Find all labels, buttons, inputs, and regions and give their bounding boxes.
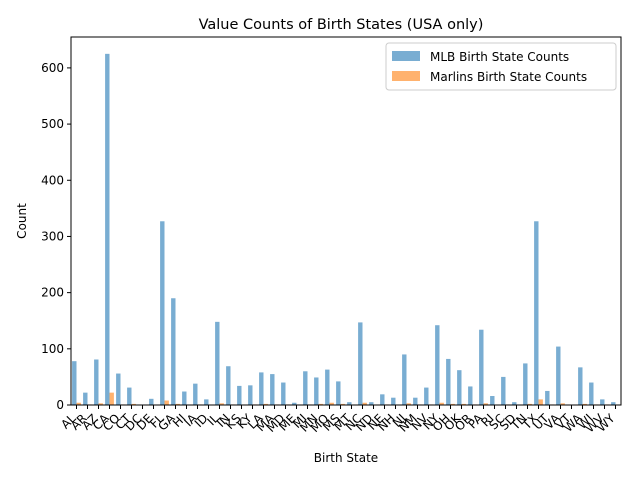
y-tick-label: 600 (41, 61, 64, 75)
bar-mlb-wv (600, 399, 605, 405)
bar-marlins-ny (439, 402, 444, 405)
bar-mlb-ca (105, 53, 110, 405)
x-axis: ALARAZCACOCTDCDEFLGAHIIAIDILINKSKYLAMAMD… (58, 405, 618, 435)
legend-label-marlins: Marlins Birth State Counts (430, 70, 587, 84)
bar-marlins-tx (538, 399, 543, 405)
legend-box (385, 42, 617, 91)
bar-mlb-id (204, 399, 209, 405)
bar-marlins-al (76, 402, 81, 405)
bar-marlins-tn (527, 403, 532, 405)
bar-mlb-ms (336, 381, 341, 405)
bar-mlb-oh (446, 358, 451, 405)
bar-marlins-la (263, 403, 268, 405)
bar-mlb-il (215, 321, 220, 405)
bar-mlb-va (556, 346, 561, 405)
bar-mlb-wa (578, 367, 583, 405)
bar-mlb-ar (83, 392, 88, 405)
bar-marlins-nj (406, 403, 411, 405)
bar-marlins-oh (450, 403, 455, 405)
bar-mlb-mo (325, 369, 330, 405)
legend-swatch-marlins (392, 71, 420, 81)
bar-mlb-nc (358, 322, 363, 405)
bar-marlins-va (560, 403, 565, 405)
y-axis: 0 100 200 300 400 500 600 (41, 61, 71, 412)
bar-mlb-ri (490, 396, 495, 405)
bar-mlb-ky (248, 385, 253, 405)
bar-marlins-ct (131, 403, 136, 405)
bar-mlb-ia (193, 383, 198, 405)
bar-mlb-sd (512, 402, 517, 405)
y-tick-label: 100 (41, 342, 64, 356)
bar-mlb-ok (457, 370, 462, 405)
x-axis-label: Birth State (314, 451, 378, 465)
bar-mlb-tx (534, 221, 539, 405)
bar-mlb-mn (314, 377, 319, 405)
bar-marlins-il (219, 403, 224, 405)
bar-mlb-nm (413, 397, 418, 405)
bar-marlins-nc (362, 402, 367, 405)
bar-mlb-tn (523, 363, 528, 405)
bar-mlb-fl (160, 221, 165, 405)
bar-mlb-la (259, 372, 264, 405)
bar-marlins-ca (109, 392, 114, 405)
bars-layer (72, 53, 616, 405)
bar-mlb-ne (380, 394, 385, 405)
bar-mlb-ct (127, 387, 132, 405)
bar-mlb-ga (171, 298, 176, 405)
bar-mlb-az (94, 359, 99, 405)
bar-mlb-hi (182, 391, 187, 405)
bar-marlins-fl (164, 400, 169, 405)
bar-mlb-or (468, 386, 473, 405)
y-tick-label: 300 (41, 229, 64, 243)
bar-mlb-mi (303, 371, 308, 405)
bar-mlb-ks (237, 385, 242, 405)
bar-mlb-co (116, 373, 121, 405)
bar-mlb-nv (424, 387, 429, 405)
bar-marlins-wa (582, 403, 587, 405)
chart-title: Value Counts of Birth States (USA only) (199, 17, 484, 33)
legend-label-mlb: MLB Birth State Counts (430, 50, 569, 64)
legend: MLB Birth State Counts Marlins Birth Stat… (385, 42, 617, 91)
bar-mlb-ma (270, 374, 275, 405)
legend-swatch-mlb (392, 51, 420, 61)
bar-mlb-in (226, 366, 231, 405)
bar-marlins-ga (175, 403, 180, 405)
bar-mlb-nh (391, 397, 396, 405)
y-axis-label: Count (15, 203, 29, 239)
bar-marlins-mo (329, 402, 334, 405)
y-tick-label: 400 (41, 173, 64, 187)
bar-mlb-nj (402, 354, 407, 405)
bar-marlins-pa (483, 403, 488, 405)
bar-mlb-wi (589, 382, 594, 405)
bar-marlins-ok (461, 403, 466, 405)
bar-mlb-wy (611, 402, 616, 405)
y-tick-label: 200 (41, 286, 64, 300)
bar-mlb-mt (347, 402, 352, 405)
plot-frame (70, 36, 622, 406)
bar-marlins-ms (340, 403, 345, 405)
bar-mlb-md (281, 382, 286, 405)
bar-mlb-nd (369, 402, 374, 405)
bar-mlb-ut (545, 390, 550, 405)
bar-mlb-me (292, 402, 297, 405)
y-tick-label: 0 (56, 398, 64, 412)
bar-mlb-pa (479, 329, 484, 405)
y-tick-label: 500 (41, 117, 64, 131)
bar-mlb-de (149, 398, 154, 405)
bar-marlins-mn (318, 403, 323, 405)
bar-mlb-ny (435, 325, 440, 405)
bar-marlins-az (98, 403, 103, 405)
bar-mlb-sc (501, 376, 506, 405)
bar-mlb-al (72, 361, 77, 405)
